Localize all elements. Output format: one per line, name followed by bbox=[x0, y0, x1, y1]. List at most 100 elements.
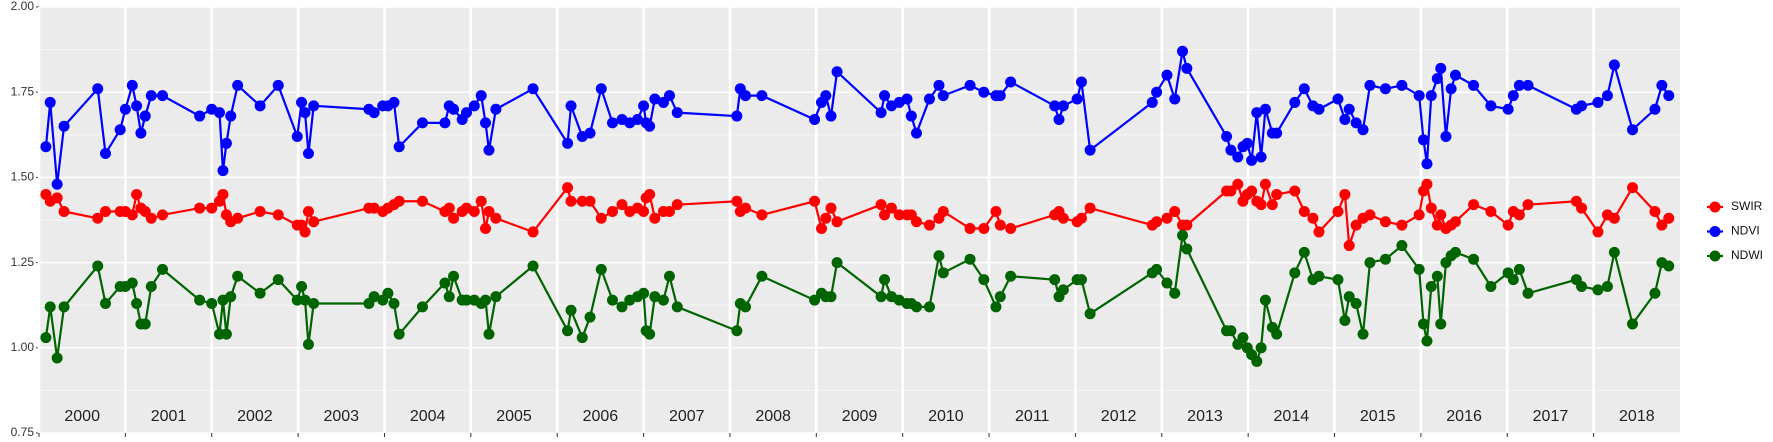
data-point bbox=[388, 96, 400, 108]
data-point bbox=[584, 195, 596, 207]
data-point bbox=[1271, 328, 1283, 340]
data-point bbox=[1431, 73, 1443, 85]
data-point bbox=[1507, 90, 1519, 102]
data-point bbox=[1251, 107, 1263, 119]
data-point bbox=[220, 137, 232, 149]
data-point bbox=[1075, 274, 1087, 286]
data-point bbox=[114, 124, 126, 136]
data-point bbox=[911, 301, 923, 313]
data-point bbox=[923, 219, 935, 231]
data-point bbox=[302, 205, 314, 217]
data-point bbox=[220, 328, 232, 340]
data-point bbox=[1271, 127, 1283, 139]
data-point bbox=[254, 205, 266, 217]
year-label: 2003 bbox=[323, 408, 359, 425]
data-point bbox=[1246, 154, 1258, 166]
data-point bbox=[820, 90, 832, 102]
data-point bbox=[879, 274, 891, 286]
data-point bbox=[1431, 219, 1443, 231]
data-point bbox=[1151, 86, 1163, 98]
data-point bbox=[232, 79, 244, 91]
data-point bbox=[1298, 205, 1310, 217]
data-point bbox=[638, 287, 650, 299]
data-point bbox=[299, 294, 311, 306]
data-point bbox=[139, 318, 151, 330]
data-point bbox=[194, 202, 206, 214]
data-point bbox=[490, 291, 502, 303]
data-point bbox=[1396, 219, 1408, 231]
data-point bbox=[145, 212, 157, 224]
data-point bbox=[302, 338, 314, 350]
data-point bbox=[1181, 243, 1193, 255]
data-point bbox=[368, 291, 380, 303]
data-point bbox=[1350, 117, 1362, 129]
data-point bbox=[825, 110, 837, 122]
data-point bbox=[1576, 100, 1588, 112]
data-point bbox=[368, 202, 380, 214]
data-point bbox=[671, 107, 683, 119]
data-point bbox=[1169, 205, 1181, 217]
data-point bbox=[100, 205, 112, 217]
data-point bbox=[1626, 124, 1638, 136]
data-point bbox=[1485, 280, 1497, 292]
data-point bbox=[1656, 79, 1668, 91]
data-point bbox=[1251, 355, 1263, 367]
data-point bbox=[1649, 205, 1661, 217]
data-point bbox=[527, 260, 539, 272]
data-point bbox=[565, 304, 577, 316]
data-point bbox=[439, 277, 451, 289]
data-point bbox=[1513, 263, 1525, 275]
data-point bbox=[649, 212, 661, 224]
data-point bbox=[1339, 315, 1351, 327]
data-point bbox=[584, 127, 596, 139]
data-point bbox=[1468, 199, 1480, 211]
data-point bbox=[483, 205, 495, 217]
data-point bbox=[1576, 280, 1588, 292]
data-point bbox=[448, 103, 460, 115]
data-point bbox=[1259, 294, 1271, 306]
data-point bbox=[809, 195, 821, 207]
data-point bbox=[296, 280, 308, 292]
data-point bbox=[299, 226, 311, 238]
data-point bbox=[131, 188, 143, 200]
data-point bbox=[1332, 93, 1344, 105]
data-point bbox=[119, 103, 131, 115]
data-point bbox=[100, 297, 112, 309]
data-point bbox=[1075, 76, 1087, 88]
data-point bbox=[1313, 226, 1325, 238]
y-tick-label: 2.00 bbox=[11, 0, 35, 13]
data-point bbox=[879, 90, 891, 102]
data-point bbox=[1005, 223, 1017, 235]
data-point bbox=[1057, 212, 1069, 224]
year-label: 2009 bbox=[842, 408, 878, 425]
data-point bbox=[756, 90, 768, 102]
data-point bbox=[1057, 100, 1069, 112]
data-point bbox=[254, 100, 266, 112]
data-point bbox=[1379, 253, 1391, 265]
data-point bbox=[272, 209, 284, 221]
data-point bbox=[1232, 178, 1244, 190]
data-point bbox=[145, 90, 157, 102]
data-point bbox=[1626, 318, 1638, 330]
data-point bbox=[1507, 274, 1519, 286]
data-point bbox=[51, 178, 63, 190]
data-point bbox=[1396, 79, 1408, 91]
data-point bbox=[308, 100, 320, 112]
year-label: 2001 bbox=[151, 408, 187, 425]
data-point bbox=[1246, 185, 1258, 197]
data-point bbox=[1177, 45, 1189, 57]
data-point bbox=[1255, 151, 1267, 163]
year-label: 2006 bbox=[583, 408, 619, 425]
data-point bbox=[1663, 260, 1675, 272]
year-label: 2016 bbox=[1446, 408, 1482, 425]
data-point bbox=[1146, 96, 1158, 108]
data-point bbox=[1421, 178, 1433, 190]
legend-label: SWIR bbox=[1731, 199, 1763, 213]
data-point bbox=[562, 137, 574, 149]
data-point bbox=[1649, 287, 1661, 299]
data-point bbox=[1181, 62, 1193, 74]
data-point bbox=[480, 223, 492, 235]
data-point bbox=[291, 294, 303, 306]
data-point bbox=[1413, 263, 1425, 275]
data-point bbox=[1608, 59, 1620, 71]
